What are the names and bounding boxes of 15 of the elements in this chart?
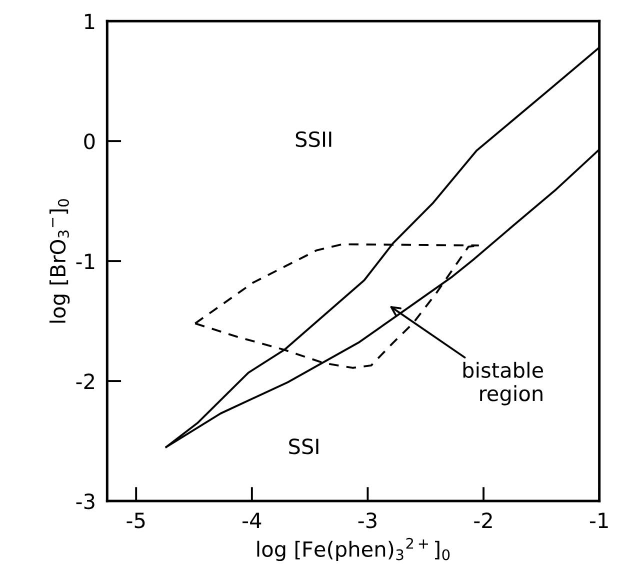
x-axis-title: log [Fe(phen)$_{3}$$^{2+}$]$_{0}$ <box>257 538 450 561</box>
annotation: bistable region <box>463 362 544 406</box>
y-tick-label: 0 <box>84 134 95 150</box>
x-tick-label: -4 <box>242 512 262 528</box>
x-tick-label: -1 <box>590 512 608 528</box>
x-tick-label: -2 <box>474 512 492 528</box>
y-tick-label: -2 <box>76 374 94 389</box>
annotation: SSI <box>289 438 318 454</box>
x-tick-label: -3 <box>358 512 376 528</box>
annotation: SSII <box>296 131 332 148</box>
x-tick-label: -5 <box>126 512 145 528</box>
y-tick-label: -3 <box>76 493 94 510</box>
y-axis-title: log [BrO$_{3}$$^{−}$]$_{0}$ <box>50 199 70 323</box>
y-tick-label: 1 <box>85 14 94 30</box>
y-tick-label: -1 <box>76 254 94 269</box>
